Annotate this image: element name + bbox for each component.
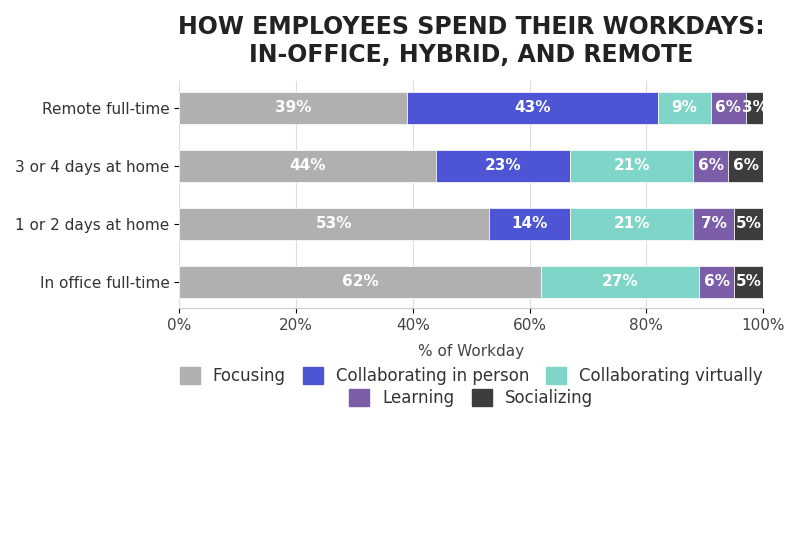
Title: HOW EMPLOYEES SPEND THEIR WORKDAYS:
IN-OFFICE, HYBRID, AND REMOTE: HOW EMPLOYEES SPEND THEIR WORKDAYS: IN-O… (178, 15, 765, 67)
Bar (728, 150, 763, 182)
Bar (710, 92, 746, 124)
Text: 5%: 5% (736, 216, 762, 231)
Bar (699, 266, 734, 298)
Text: 21%: 21% (614, 216, 650, 231)
Bar (693, 208, 734, 240)
X-axis label: % of Workday: % of Workday (418, 344, 524, 359)
Bar (734, 208, 763, 240)
Bar (658, 92, 710, 124)
Bar (746, 92, 763, 124)
Text: 39%: 39% (274, 100, 311, 115)
Bar (179, 150, 436, 182)
Bar (570, 150, 693, 182)
Text: 6%: 6% (733, 158, 758, 173)
Text: 3%: 3% (742, 100, 767, 115)
Bar (179, 208, 489, 240)
Text: 53%: 53% (316, 216, 352, 231)
Text: 62%: 62% (342, 274, 378, 289)
Bar (693, 150, 728, 182)
Bar (570, 208, 693, 240)
Text: 27%: 27% (602, 274, 638, 289)
Text: 23%: 23% (485, 158, 522, 173)
Text: 6%: 6% (715, 100, 742, 115)
Bar (179, 266, 542, 298)
Text: 43%: 43% (514, 100, 550, 115)
Bar (407, 92, 658, 124)
Bar (489, 208, 570, 240)
Legend: Learning, Socializing: Learning, Socializing (350, 389, 593, 407)
Text: 6%: 6% (698, 158, 724, 173)
Bar (179, 92, 407, 124)
Bar (436, 150, 570, 182)
Text: 7%: 7% (701, 216, 726, 231)
Text: 9%: 9% (671, 100, 698, 115)
Text: 14%: 14% (511, 216, 548, 231)
Text: 21%: 21% (614, 158, 650, 173)
Bar (542, 266, 699, 298)
Bar (734, 266, 763, 298)
Text: 44%: 44% (290, 158, 326, 173)
Text: 6%: 6% (703, 274, 730, 289)
Text: 5%: 5% (736, 274, 762, 289)
